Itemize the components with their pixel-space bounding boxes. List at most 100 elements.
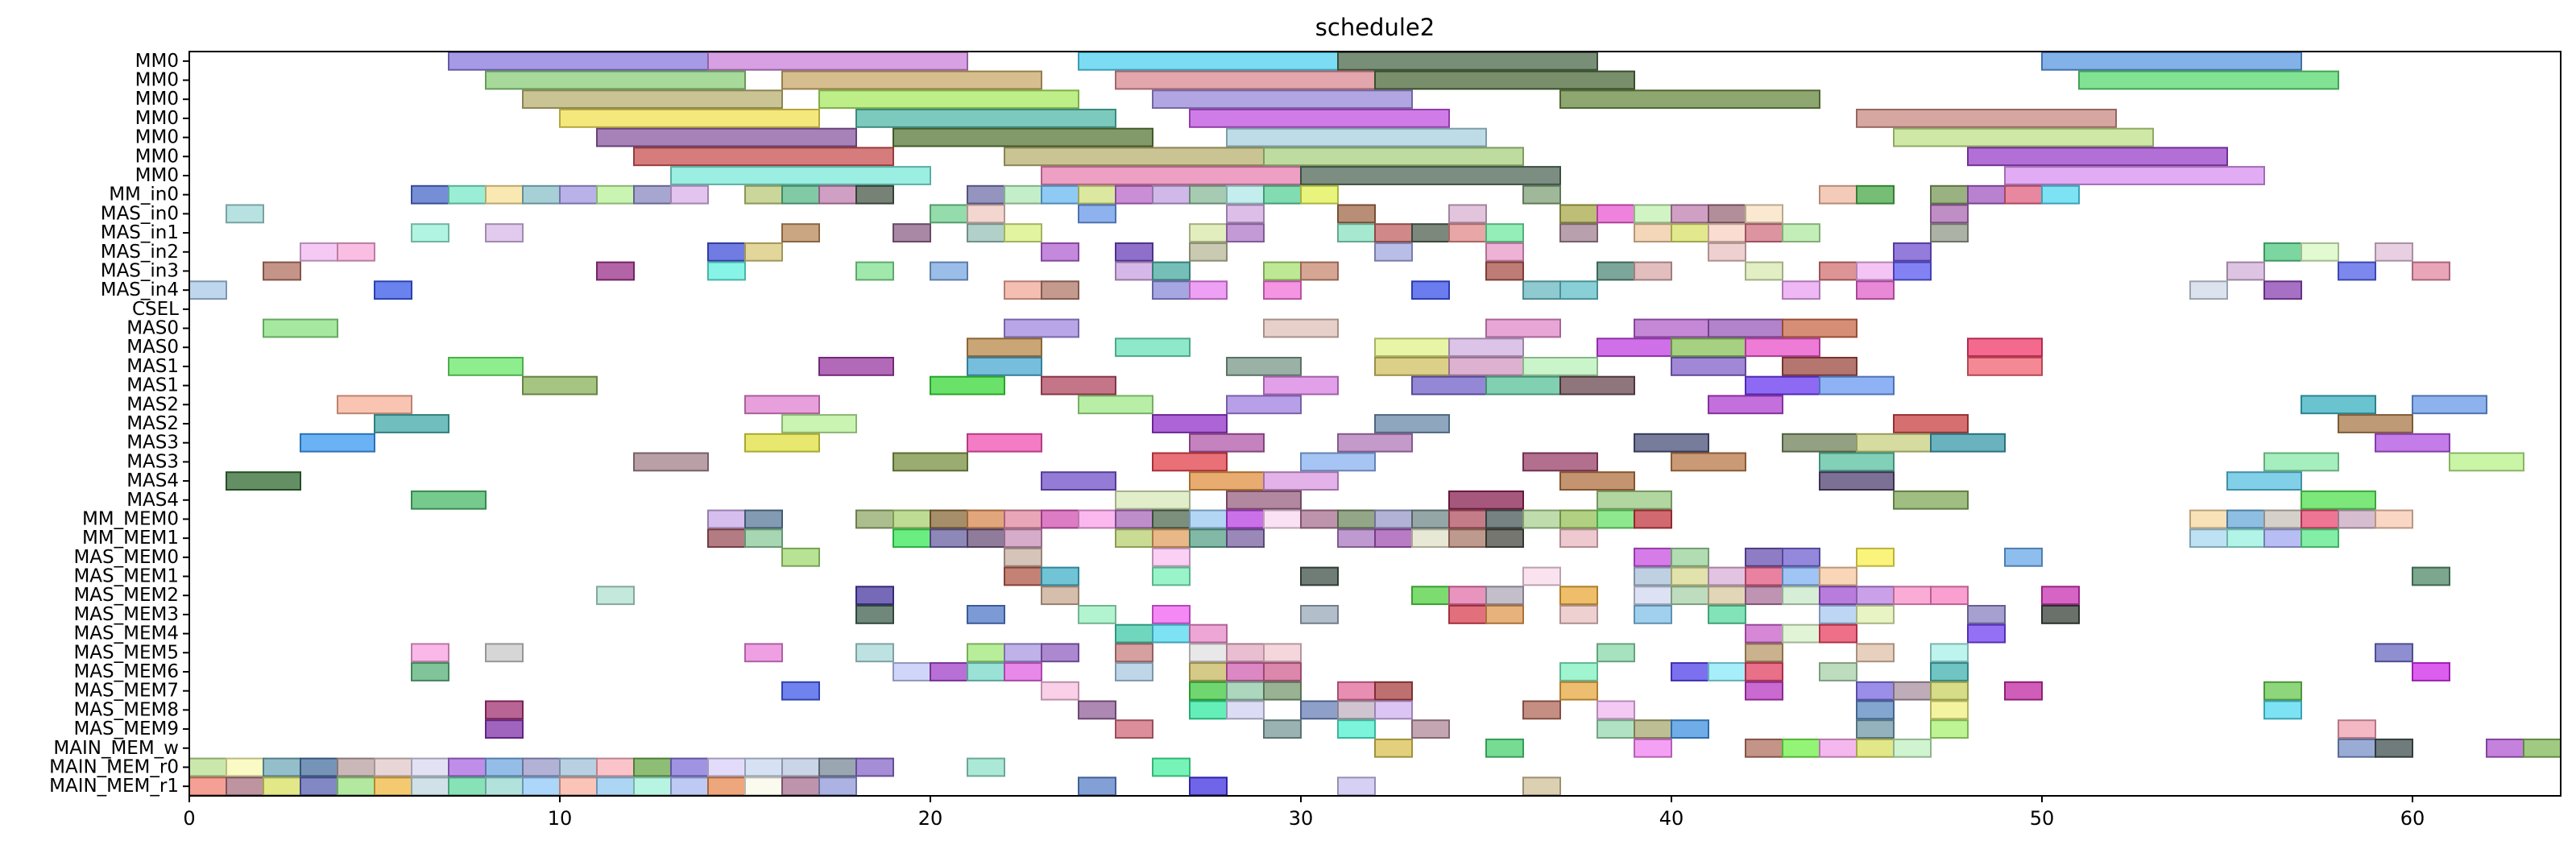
task-bar bbox=[855, 605, 894, 624]
task-bar bbox=[1708, 242, 1746, 262]
y-tick-label: MAS4 bbox=[126, 490, 179, 511]
task-bar bbox=[1671, 204, 1709, 224]
y-tick-label: MAS3 bbox=[126, 433, 179, 453]
task-bar bbox=[1226, 681, 1265, 701]
task-bar bbox=[1856, 586, 1895, 606]
task-bar bbox=[1189, 223, 1228, 243]
task-bar bbox=[226, 204, 264, 224]
task-bar bbox=[1152, 414, 1228, 433]
task-bar bbox=[2226, 261, 2265, 281]
x-tick-label: 60 bbox=[2400, 807, 2425, 830]
task-bar bbox=[1634, 223, 1672, 243]
task-bar bbox=[967, 433, 1042, 453]
task-bar bbox=[855, 109, 1116, 128]
y-tick-label: MM0 bbox=[135, 108, 179, 129]
task-bar bbox=[374, 777, 412, 797]
task-bar bbox=[1078, 700, 1116, 720]
task-bar bbox=[485, 184, 524, 205]
task-bar bbox=[1004, 566, 1042, 586]
task-bar bbox=[374, 414, 449, 433]
y-tick-label: MAS3 bbox=[126, 451, 179, 472]
task-bar bbox=[1671, 338, 1746, 358]
task-bar bbox=[1448, 586, 1487, 606]
task-bar bbox=[781, 547, 820, 567]
task-bar bbox=[967, 357, 1042, 376]
task-bar bbox=[1448, 357, 1524, 376]
task-bar bbox=[1782, 223, 1820, 243]
task-bar bbox=[1634, 204, 1672, 224]
task-bar bbox=[1189, 777, 1228, 797]
task-bar bbox=[1337, 719, 1376, 739]
task-bar bbox=[744, 777, 783, 797]
task-bar bbox=[707, 757, 746, 777]
task-bar bbox=[1522, 700, 1561, 720]
task-bar bbox=[1374, 242, 1413, 262]
task-bar bbox=[1893, 127, 2154, 147]
task-bar bbox=[1782, 318, 1857, 338]
task-bar bbox=[411, 490, 487, 510]
task-bar bbox=[1411, 719, 1450, 739]
task-bar bbox=[1671, 719, 1709, 739]
task-bar bbox=[1300, 261, 1339, 281]
task-bar bbox=[1708, 586, 1746, 606]
y-tick-label: MAS_in2 bbox=[101, 242, 179, 263]
task-bar bbox=[1263, 509, 1302, 529]
task-bar bbox=[1745, 623, 1783, 644]
task-bar bbox=[967, 204, 1005, 224]
task-bar bbox=[744, 433, 820, 453]
task-bar bbox=[1152, 547, 1191, 567]
task-bar bbox=[818, 184, 857, 205]
task-bar bbox=[781, 223, 820, 243]
y-tick-label: MM0 bbox=[135, 70, 179, 91]
task-bar bbox=[1152, 261, 1191, 281]
task-bar bbox=[892, 127, 1153, 147]
task-bar bbox=[2004, 166, 2265, 185]
task-bar bbox=[188, 280, 227, 300]
y-tick-label: MAS_MEM1 bbox=[73, 566, 179, 587]
task-bar bbox=[1337, 204, 1376, 224]
task-bar bbox=[1819, 605, 1857, 624]
task-bar bbox=[670, 184, 709, 205]
task-bar bbox=[448, 757, 487, 777]
task-bar bbox=[1374, 414, 1450, 433]
task-bar bbox=[1559, 204, 1598, 224]
task-bar bbox=[1300, 509, 1339, 529]
task-bar bbox=[707, 528, 746, 549]
task-bar bbox=[855, 509, 894, 529]
task-bar bbox=[1893, 681, 1932, 701]
task-bar bbox=[1448, 605, 1487, 624]
task-bar bbox=[522, 89, 783, 110]
task-bar bbox=[1115, 719, 1153, 739]
task-bar bbox=[337, 395, 412, 415]
task-bar bbox=[1634, 586, 1672, 606]
task-bar bbox=[1189, 681, 1228, 701]
y-tick-label: MM_MEM0 bbox=[82, 508, 179, 529]
task-bar bbox=[892, 528, 931, 549]
task-bar bbox=[411, 643, 449, 663]
task-bar bbox=[1856, 719, 1895, 739]
task-bar bbox=[596, 127, 857, 147]
task-bar bbox=[967, 528, 1005, 549]
task-bar bbox=[930, 261, 968, 281]
task-bar bbox=[1559, 586, 1598, 606]
task-bar bbox=[559, 109, 820, 128]
task-bar bbox=[2189, 528, 2228, 549]
task-bar bbox=[1041, 280, 1079, 300]
task-bar bbox=[2449, 452, 2524, 472]
task-bar bbox=[1597, 700, 1635, 720]
task-bar bbox=[1226, 700, 1265, 720]
task-bar bbox=[1967, 623, 2006, 644]
y-tick-label: MM0 bbox=[135, 127, 179, 148]
task-bar bbox=[485, 719, 524, 739]
task-bar bbox=[1115, 242, 1153, 262]
task-bar bbox=[226, 471, 301, 491]
task-bar bbox=[2263, 242, 2302, 262]
task-bar bbox=[1893, 242, 1932, 262]
task-bar bbox=[930, 528, 968, 549]
task-bar bbox=[1745, 662, 1783, 681]
task-bar bbox=[1522, 184, 1561, 205]
task-bar bbox=[633, 777, 672, 797]
task-bar bbox=[1078, 509, 1116, 529]
task-bar bbox=[633, 757, 672, 777]
task-bar bbox=[1004, 223, 1042, 243]
